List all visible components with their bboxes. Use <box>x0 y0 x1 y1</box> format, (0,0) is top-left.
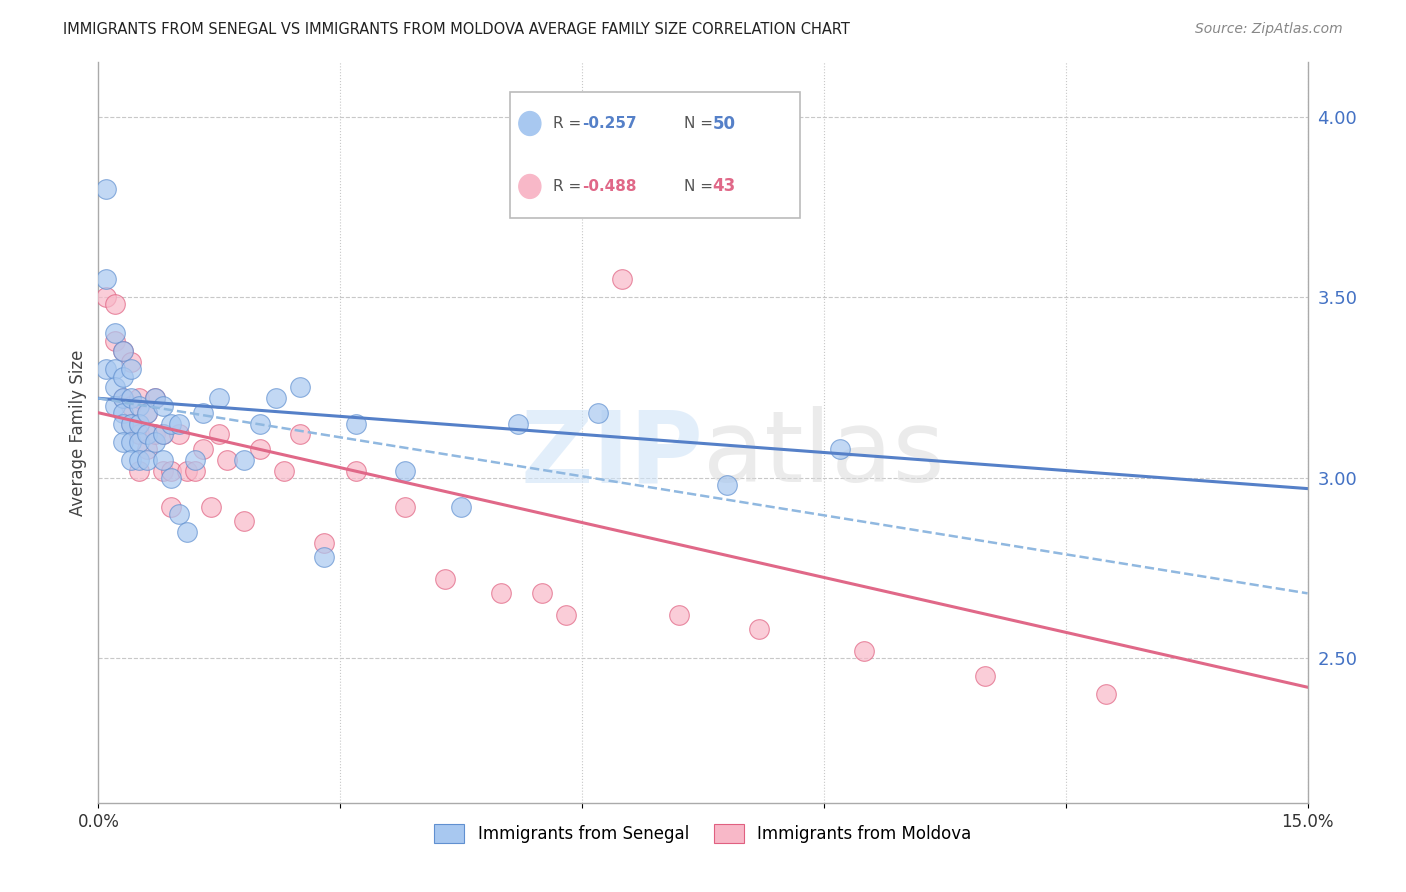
Point <box>152 427 174 442</box>
Point <box>167 507 190 521</box>
Point <box>120 417 142 431</box>
Point <box>249 417 271 431</box>
Text: Source: ZipAtlas.com: Source: ZipAtlas.com <box>1195 22 1343 37</box>
Point <box>249 442 271 456</box>
Point <box>232 514 254 528</box>
Point <box>394 500 416 514</box>
Point <box>128 464 150 478</box>
Point <box>288 427 311 442</box>
Point <box>135 452 157 467</box>
Point <box>120 417 142 431</box>
Point <box>103 380 125 394</box>
Point <box>128 427 150 442</box>
Point <box>208 392 231 406</box>
Point <box>103 297 125 311</box>
Point <box>152 452 174 467</box>
Point <box>160 417 183 431</box>
Point <box>143 427 166 442</box>
Point <box>176 464 198 478</box>
Point <box>288 380 311 394</box>
Point <box>586 406 609 420</box>
Point <box>612 272 634 286</box>
Point <box>160 464 183 478</box>
Point <box>200 500 222 514</box>
Point <box>434 572 457 586</box>
Point <box>128 452 150 467</box>
Point <box>273 464 295 478</box>
Point <box>111 344 134 359</box>
Point <box>103 362 125 376</box>
Point <box>103 326 125 341</box>
Point <box>160 500 183 514</box>
Point <box>184 464 207 478</box>
Point <box>506 417 529 431</box>
Point <box>143 392 166 406</box>
Point <box>111 392 134 406</box>
Point <box>555 607 578 622</box>
Point <box>120 434 142 449</box>
Point <box>176 524 198 539</box>
Point <box>491 586 513 600</box>
Point <box>120 399 142 413</box>
Point <box>128 417 150 431</box>
Point <box>530 586 553 600</box>
Point <box>103 399 125 413</box>
Point <box>143 392 166 406</box>
Y-axis label: Average Family Size: Average Family Size <box>69 350 87 516</box>
Text: ZIP: ZIP <box>520 407 703 503</box>
Point <box>135 406 157 420</box>
Point <box>160 471 183 485</box>
Text: IMMIGRANTS FROM SENEGAL VS IMMIGRANTS FROM MOLDOVA AVERAGE FAMILY SIZE CORRELATI: IMMIGRANTS FROM SENEGAL VS IMMIGRANTS FR… <box>63 22 851 37</box>
Text: atlas: atlas <box>703 407 945 503</box>
Point <box>208 427 231 442</box>
Point <box>217 452 239 467</box>
Point <box>128 399 150 413</box>
Point <box>264 392 287 406</box>
Point <box>394 464 416 478</box>
Point <box>828 442 851 456</box>
Point <box>974 669 997 683</box>
Point <box>167 417 190 431</box>
Point <box>152 464 174 478</box>
Point <box>314 550 336 565</box>
Legend: Immigrants from Senegal, Immigrants from Moldova: Immigrants from Senegal, Immigrants from… <box>427 817 979 850</box>
Point <box>853 644 876 658</box>
Point <box>135 427 157 442</box>
Point <box>193 406 215 420</box>
Point <box>344 464 367 478</box>
Point <box>314 535 336 549</box>
Point <box>1095 688 1118 702</box>
Point <box>344 417 367 431</box>
Point <box>135 442 157 456</box>
Point <box>716 478 738 492</box>
Point <box>128 434 150 449</box>
Point <box>96 272 118 286</box>
Point <box>111 369 134 384</box>
Point <box>96 182 118 196</box>
Point <box>184 452 207 467</box>
Point <box>111 417 134 431</box>
Point <box>152 399 174 413</box>
Point <box>748 623 770 637</box>
Point <box>120 362 142 376</box>
Point <box>232 452 254 467</box>
Point <box>193 442 215 456</box>
Point <box>152 427 174 442</box>
Point <box>103 334 125 348</box>
Point <box>120 452 142 467</box>
Point <box>450 500 472 514</box>
Point <box>111 344 134 359</box>
Point <box>668 607 690 622</box>
Point <box>167 427 190 442</box>
Point <box>111 392 134 406</box>
Point <box>111 406 134 420</box>
Point <box>120 392 142 406</box>
Point <box>128 392 150 406</box>
Point <box>111 434 134 449</box>
Point <box>96 362 118 376</box>
Point <box>135 406 157 420</box>
Point <box>143 434 166 449</box>
Point <box>96 290 118 304</box>
Point <box>120 355 142 369</box>
